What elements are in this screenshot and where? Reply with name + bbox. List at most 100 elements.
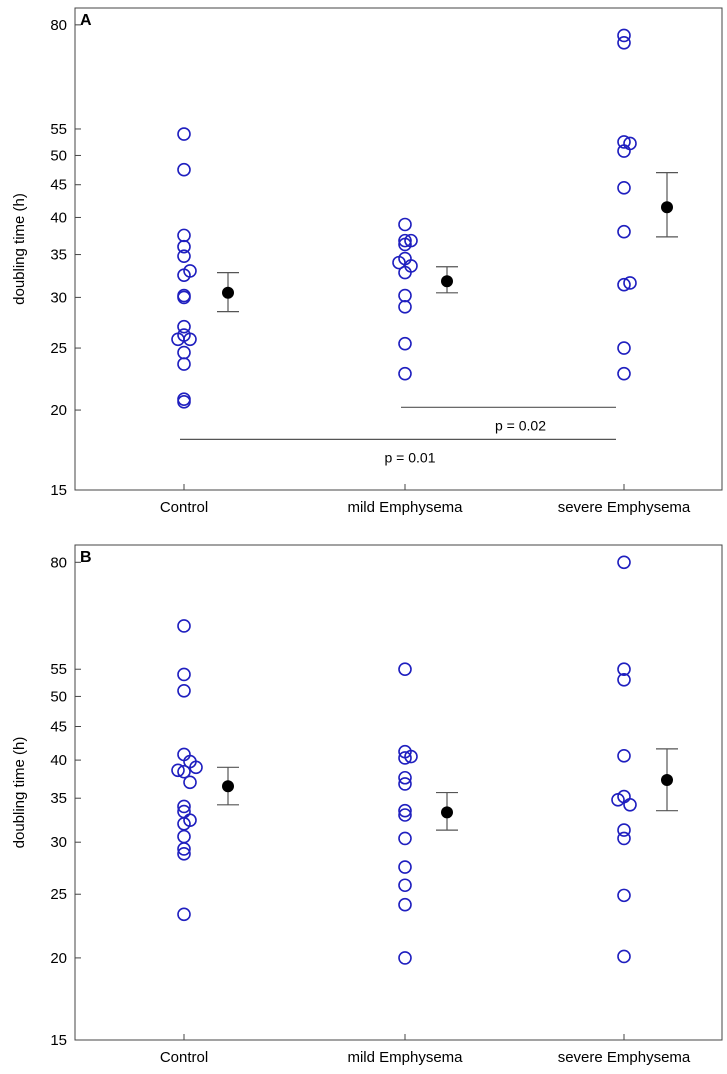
data-point (398, 217, 412, 232)
data-point (177, 907, 191, 922)
data-point (392, 255, 406, 270)
y-tick-label: 45 (50, 177, 67, 194)
data-point (398, 366, 412, 381)
y-tick-label: 45 (50, 718, 67, 735)
y-tick-label: 30 (50, 834, 67, 851)
data-point (177, 319, 191, 334)
y-axis-title: doubling time (h) (11, 193, 28, 305)
data-point (611, 793, 625, 807)
data-point (617, 35, 631, 50)
data-point (617, 224, 631, 239)
data-point (617, 888, 631, 903)
data-point (617, 662, 631, 677)
data-point (617, 831, 631, 846)
mean-marker (441, 806, 453, 819)
data-point (617, 144, 631, 158)
data-point (398, 300, 412, 314)
data-point (177, 799, 191, 814)
data-point (398, 288, 412, 303)
y-tick-label: 25 (50, 886, 67, 903)
panel-label: B (80, 549, 92, 566)
y-tick-label: 50 (50, 688, 67, 705)
data-point (177, 290, 191, 305)
data-point (617, 181, 631, 195)
mean-marker (661, 201, 673, 214)
data-point (617, 949, 631, 964)
data-point (398, 770, 412, 785)
x-category-label: severe Emphysema (558, 1049, 691, 1066)
data-point (398, 237, 412, 252)
data-point (177, 239, 191, 254)
y-tick-label: 50 (50, 147, 67, 164)
data-point (177, 268, 191, 282)
data-point (617, 366, 631, 381)
data-point (177, 345, 191, 360)
y-tick-label: 55 (50, 661, 67, 678)
data-point (617, 749, 631, 763)
data-point (177, 764, 191, 779)
y-tick-label: 35 (50, 790, 67, 807)
data-point (617, 135, 631, 149)
y-tick-label: 40 (50, 752, 67, 769)
data-point (617, 555, 631, 570)
data-point (398, 265, 412, 280)
data-point (398, 897, 412, 912)
data-point (177, 829, 191, 844)
data-point (617, 341, 631, 355)
data-point (177, 392, 191, 406)
y-tick-label: 20 (50, 402, 67, 419)
data-point (177, 228, 191, 243)
y-tick-label: 40 (50, 209, 67, 226)
panel-label: A (80, 12, 92, 29)
p-value-label: p = 0.02 (495, 417, 546, 433)
p-value-label: p = 0.01 (385, 449, 436, 465)
data-point (398, 878, 412, 893)
data-point (177, 667, 191, 682)
data-point (177, 619, 191, 633)
y-axis-title: doubling time (h) (11, 737, 28, 849)
data-point (617, 823, 631, 837)
y-tick-label: 15 (50, 1032, 67, 1049)
data-point (177, 162, 191, 177)
mean-marker (441, 275, 453, 288)
data-point (398, 951, 412, 965)
x-category-label: severe Emphysema (558, 499, 691, 516)
mean-marker (222, 780, 234, 793)
data-point (189, 760, 203, 775)
data-point (398, 777, 412, 791)
data-point (398, 751, 412, 765)
data-point (177, 842, 191, 856)
data-point (177, 127, 191, 141)
data-point (177, 847, 191, 861)
x-category-label: mild Emphysema (347, 499, 463, 516)
data-point (398, 662, 412, 677)
data-point (177, 249, 191, 263)
data-point (617, 277, 631, 292)
data-point (398, 233, 412, 248)
data-point (177, 395, 191, 409)
data-point (617, 672, 631, 687)
data-point (398, 831, 412, 846)
data-point (177, 683, 191, 698)
data-point (404, 749, 418, 764)
data-point (183, 775, 197, 790)
y-tick-label: 25 (50, 340, 67, 357)
data-point (623, 276, 637, 290)
y-tick-label: 80 (50, 554, 67, 571)
plot-frame (74, 544, 723, 1041)
y-tick-label: 55 (50, 121, 67, 138)
y-tick-label: 20 (50, 950, 67, 967)
data-point (171, 332, 185, 347)
data-point (398, 860, 412, 874)
data-point (398, 803, 412, 818)
data-point (617, 28, 631, 43)
x-category-label: mild Emphysema (347, 1049, 463, 1066)
mean-marker (661, 774, 673, 787)
plot-frame (74, 7, 723, 491)
data-point (623, 798, 637, 812)
y-tick-label: 80 (50, 17, 67, 34)
x-category-label: Control (160, 499, 208, 516)
y-tick-label: 35 (50, 247, 67, 264)
data-point (398, 808, 412, 822)
